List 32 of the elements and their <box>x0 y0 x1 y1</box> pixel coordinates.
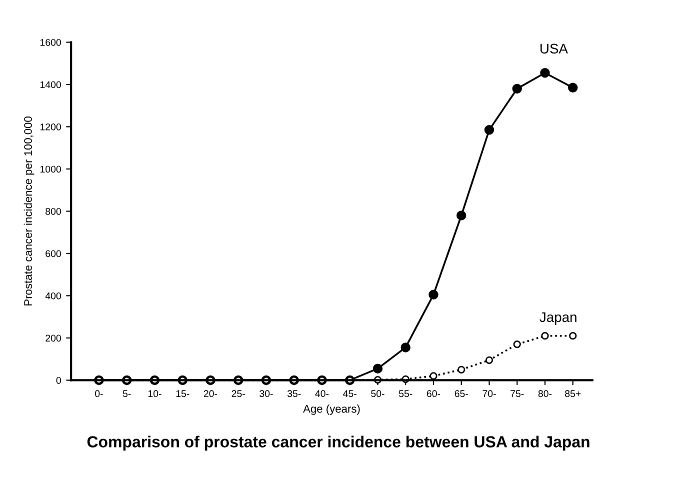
x-tick-label: 30- <box>260 390 273 398</box>
y-tick-label: 1400 <box>40 81 61 88</box>
x-tick-label: 20- <box>204 390 218 398</box>
x-tick-label: 45- <box>343 390 356 398</box>
x-tick-label: 65- <box>454 390 468 398</box>
x-tick-label: 15- <box>176 390 190 398</box>
y-tick-label: 400 <box>45 292 61 300</box>
y-tick-label: 800 <box>46 208 61 215</box>
x-tick-label: 5- <box>122 390 131 398</box>
y-tick-label: 600 <box>46 250 61 258</box>
x-tick-label: 85+ <box>565 390 581 398</box>
series-label: Japan <box>540 312 576 325</box>
y-tick-label: 0 <box>56 376 61 384</box>
x-tick-label: 0- <box>95 390 103 398</box>
text: Comparison of prostate cancer incidence between USA and Japan <box>87 436 590 451</box>
y-axis-title: Prostate cancer incidence per 100,000 <box>24 116 34 306</box>
x-tick-label: 25- <box>232 390 245 398</box>
x-axis-title: Age (years) <box>303 404 360 415</box>
x-tick-label: 50- <box>371 390 384 398</box>
x-tick-label: 75- <box>510 390 524 398</box>
y-tick-label: 1600 <box>40 38 61 46</box>
series-label: USA <box>540 44 568 54</box>
x-tick-label: 40- <box>315 390 329 398</box>
y-tick-label: 200 <box>46 334 61 342</box>
y-tick-label: 1200 <box>40 123 61 130</box>
x-tick-label: 35- <box>287 390 301 398</box>
x-tick-label: 60- <box>426 390 440 398</box>
x-tick-label: 80- <box>538 390 552 398</box>
x-tick-label: 10- <box>148 390 162 398</box>
x-tick-label: 70- <box>482 390 496 398</box>
x-tick-label: 55- <box>398 390 412 398</box>
y-tick-label: 1000 <box>40 166 61 173</box>
